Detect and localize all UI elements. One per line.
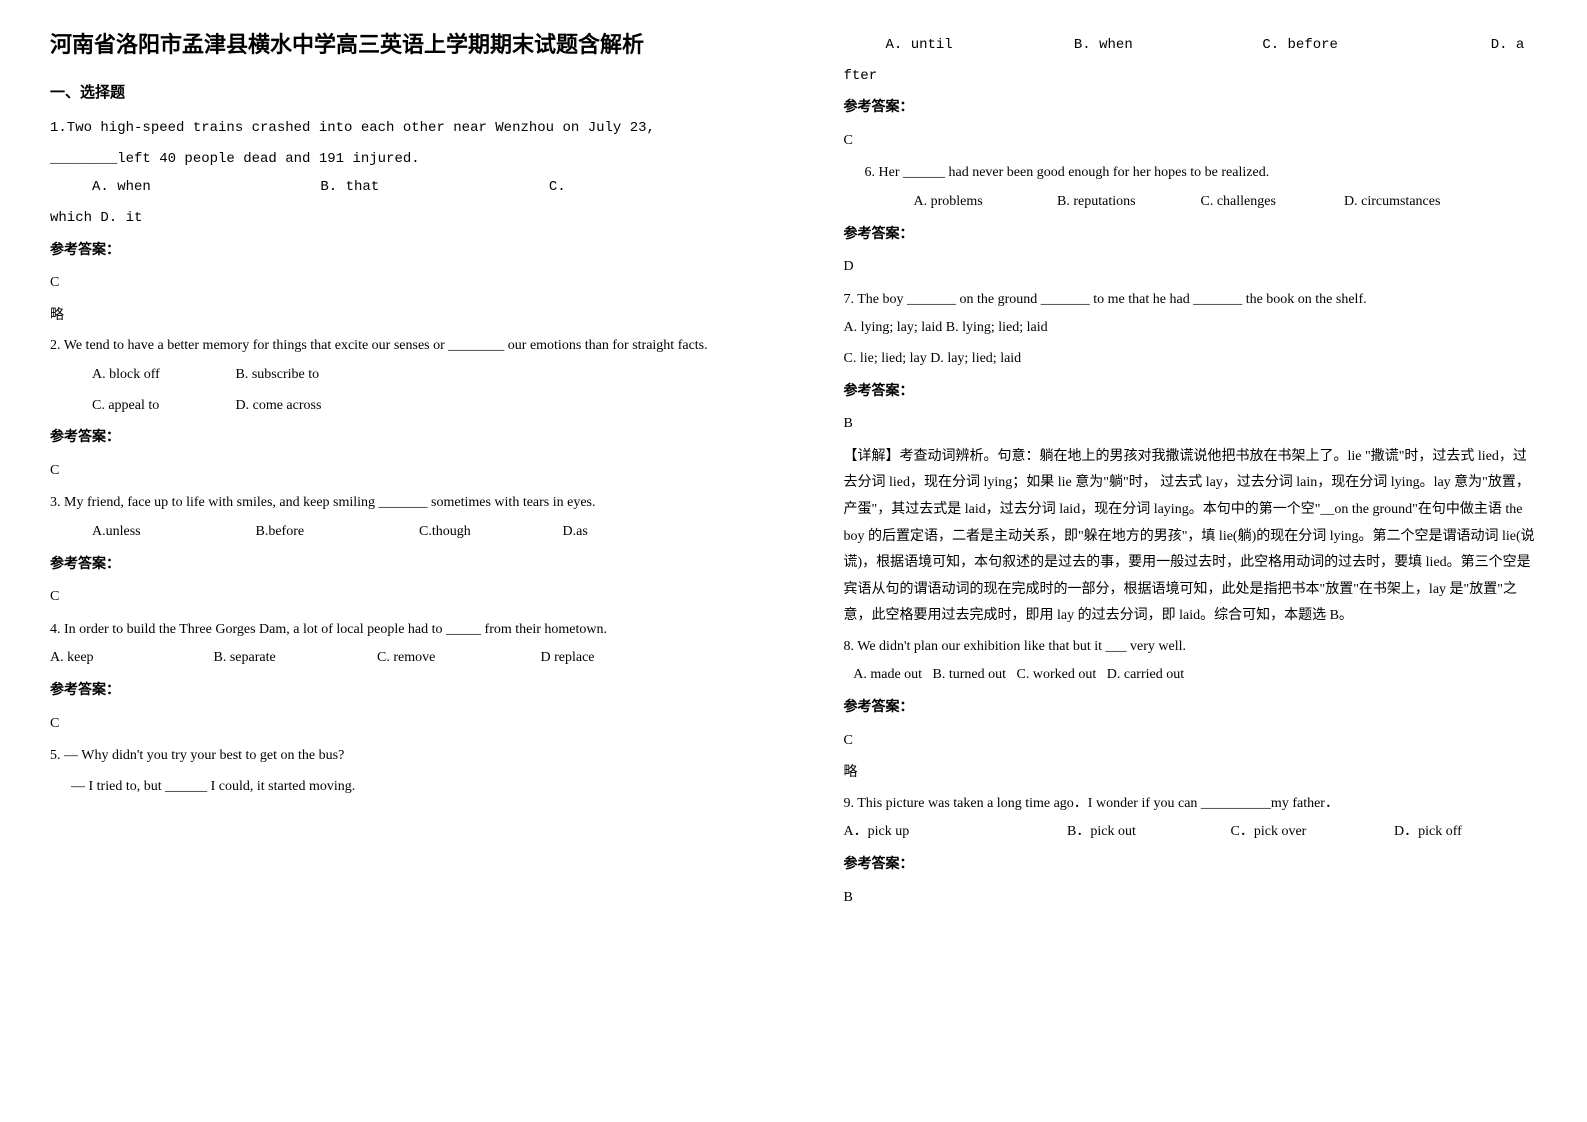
q7-answer: B	[844, 411, 1538, 438]
q3-optA: A.unless	[71, 519, 231, 546]
q4-answer: C	[50, 711, 744, 738]
q9-optC: C．pick over	[1231, 819, 1391, 846]
q6-answer: D	[844, 254, 1538, 281]
q7-opts1: A. lying; lay; laid B. lying; lied; laid	[844, 315, 1538, 342]
q3-answer-label: 参考答案：	[50, 552, 744, 579]
q7-text: 7. The boy _______ on the ground _______…	[844, 287, 1538, 314]
q5-line2: — I tried to, but ______ I could, it sta…	[50, 774, 744, 801]
q2-options1: A. block off B. subscribe to	[50, 362, 744, 389]
q3-answer: C	[50, 584, 744, 611]
q9-answer-label: 参考答案：	[844, 852, 1538, 879]
q1-optA: A. when	[71, 174, 291, 201]
q4-options: A. keep B. separate C. remove D replace	[50, 645, 744, 672]
q3-optD: D.as	[542, 519, 588, 546]
q2-optB: B. subscribe to	[215, 362, 320, 389]
q8-answer-label: 参考答案：	[844, 695, 1538, 722]
q9-optB: B．pick out	[1067, 819, 1227, 846]
q2-text: 2. We tend to have a better memory for t…	[50, 333, 744, 360]
q3-text: 3. My friend, face up to life with smile…	[50, 490, 744, 517]
q2-optD: D. come across	[215, 393, 322, 420]
q8-explain: 略	[844, 760, 1538, 787]
q1-options: A. when B. that C.	[50, 174, 744, 201]
q2-optC: C. appeal to	[71, 393, 211, 420]
q7-explain: 【详解】考查动词辨析。句意：躺在地上的男孩对我撒谎说他把书放在书架上了。lie …	[844, 444, 1538, 630]
q2-options2: C. appeal to D. come across	[50, 393, 744, 420]
q4-optC: C. remove	[377, 645, 537, 672]
q5-optA: A. until	[865, 32, 1045, 59]
q1-answer: C	[50, 270, 744, 297]
q6-optB: B. reputations	[1022, 189, 1162, 216]
q7-opts2: C. lie; lied; lay D. lay; lied; laid	[844, 346, 1538, 373]
q8-text: 8. We didn't plan our exhibition like th…	[844, 634, 1538, 661]
q5-answer: C	[844, 128, 1538, 155]
q9-text: 9. This picture was taken a long time ag…	[844, 791, 1538, 818]
right-column: A. until B. when C. before D. a fter 参考答…	[794, 0, 1587, 1122]
q6-options: A. problems B. reputations C. challenges…	[844, 189, 1538, 216]
q1-line2: ________left 40 people dead and 191 inju…	[50, 146, 744, 173]
q5-options: A. until B. when C. before D. a	[844, 32, 1538, 59]
q5-optC: C. before	[1241, 32, 1461, 59]
q3-optC: C.though	[398, 519, 538, 546]
q1-optB: B. that	[299, 174, 519, 201]
q5-optB: B. when	[1053, 32, 1233, 59]
q9-answer: B	[844, 885, 1538, 912]
q6-optC: C. challenges	[1166, 189, 1306, 216]
q5-optD2: fter	[844, 63, 1538, 90]
q2-answer: C	[50, 458, 744, 485]
q9-optD: D．pick off	[1394, 819, 1462, 846]
q6-optA: A. problems	[879, 189, 1019, 216]
q5-answer-label: 参考答案：	[844, 95, 1538, 122]
q4-answer-label: 参考答案：	[50, 678, 744, 705]
q6-optD: D. circumstances	[1309, 189, 1440, 216]
q4-text: 4. In order to build the Three Gorges Da…	[50, 617, 744, 644]
q2-optA: A. block off	[71, 362, 211, 389]
q1-explain: 略	[50, 303, 744, 330]
q1-optC: C.	[528, 174, 566, 201]
q3-optB: B.before	[235, 519, 395, 546]
q3-options: A.unless B.before C.though D.as	[50, 519, 744, 546]
q9-options: A．pick up B．pick out C．pick over D．pick …	[844, 819, 1538, 846]
q4-optD: D replace	[541, 645, 595, 672]
left-column: 河南省洛阳市孟津县横水中学高三英语上学期期末试题含解析 一、选择题 1.Two …	[0, 0, 794, 1122]
document-title: 河南省洛阳市孟津县横水中学高三英语上学期期末试题含解析	[50, 30, 744, 61]
q4-optB: B. separate	[214, 645, 374, 672]
q2-answer-label: 参考答案：	[50, 425, 744, 452]
q8-answer: C	[844, 728, 1538, 755]
q6-text: 6. Her ______ had never been good enough…	[844, 160, 1538, 187]
q7-answer-label: 参考答案：	[844, 379, 1538, 406]
q9-optA: A．pick up	[844, 819, 1064, 846]
q8-opts: A. made out B. turned out C. worked out …	[844, 662, 1538, 689]
q1-answer-label: 参考答案：	[50, 238, 744, 265]
q6-answer-label: 参考答案：	[844, 222, 1538, 249]
q1-line1: 1.Two high-speed trains crashed into eac…	[50, 115, 744, 142]
q5-line1: 5. — Why didn't you try your best to get…	[50, 743, 744, 770]
section-heading: 一、选择题	[50, 79, 744, 108]
page-container: 河南省洛阳市孟津县横水中学高三英语上学期期末试题含解析 一、选择题 1.Two …	[0, 0, 1587, 1122]
q5-optD: D. a	[1470, 32, 1525, 59]
q1-line3: which D. it	[50, 205, 744, 232]
q4-optA: A. keep	[50, 645, 210, 672]
